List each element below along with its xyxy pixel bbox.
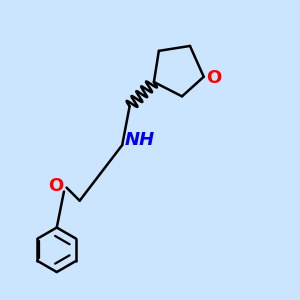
Text: O: O	[206, 69, 221, 87]
Text: NH: NH	[125, 131, 155, 149]
Text: O: O	[49, 177, 64, 195]
